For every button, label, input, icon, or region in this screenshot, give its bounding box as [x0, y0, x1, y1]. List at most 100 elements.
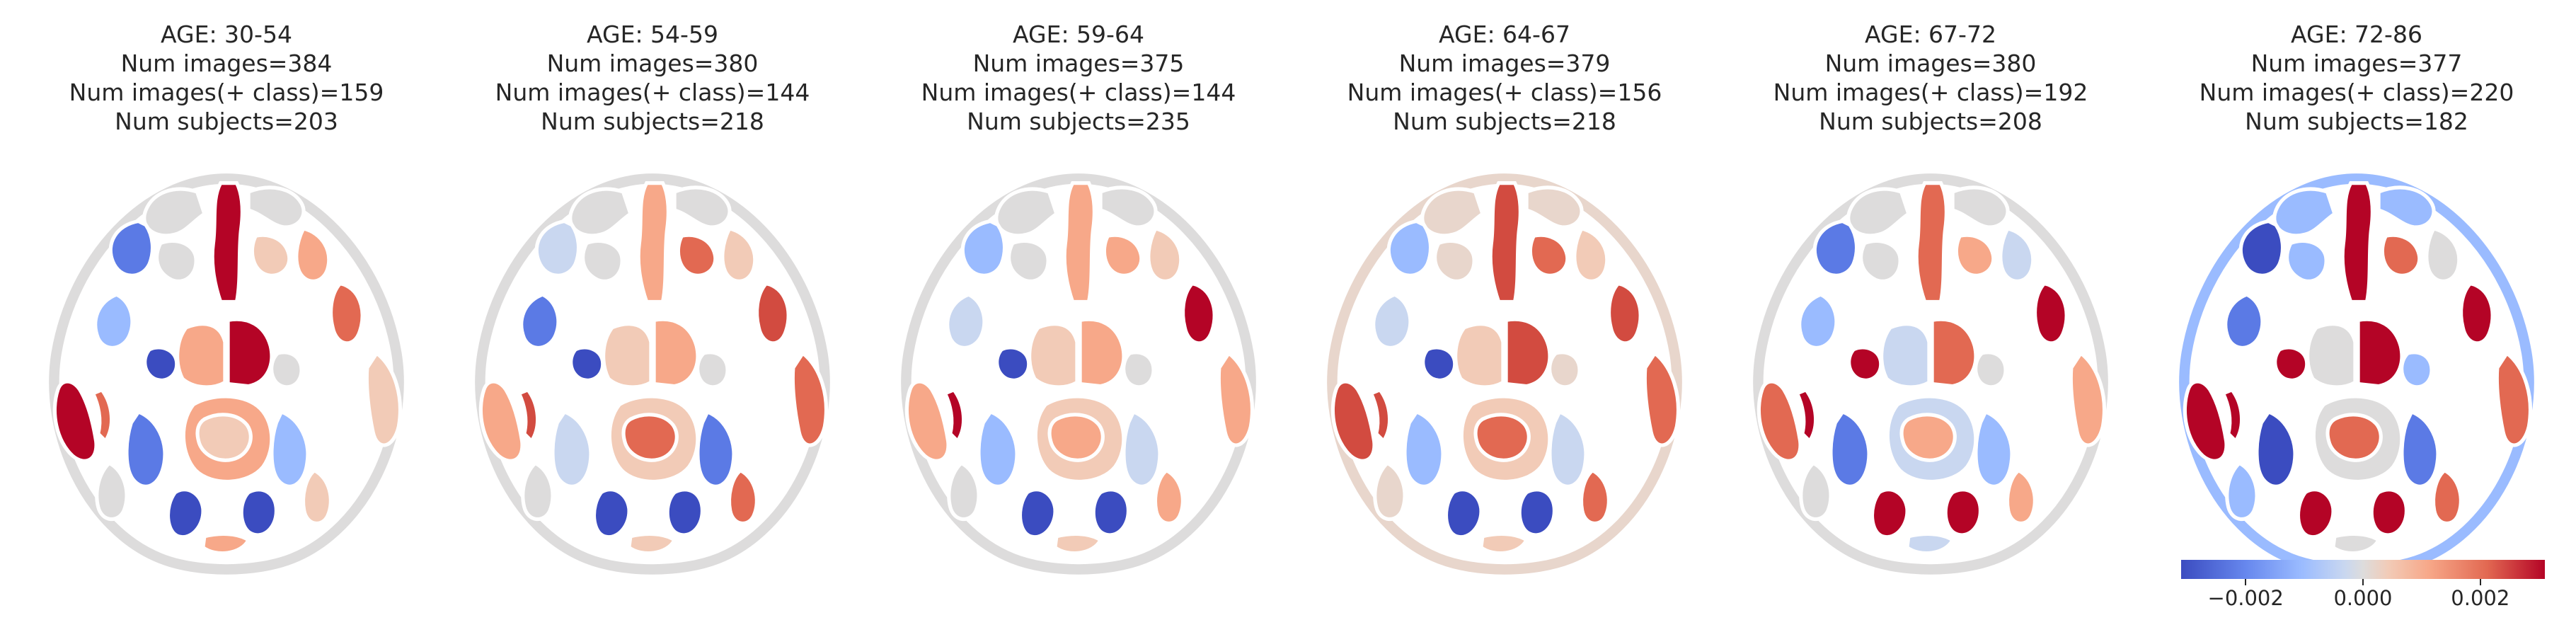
- brain-region: [621, 413, 679, 462]
- brain-region: [665, 488, 705, 537]
- brain-region: [270, 409, 310, 488]
- brain-region: [1122, 409, 1162, 488]
- brain-region: [1504, 317, 1552, 389]
- brain-region: [1444, 488, 1483, 539]
- brain-region: [2495, 350, 2533, 447]
- brain-region: [2340, 181, 2374, 304]
- brain-region: [945, 292, 987, 350]
- brain-region: [2431, 468, 2463, 525]
- brain-region: [1905, 532, 1955, 556]
- title-num-subjects: Num subjects=203: [115, 108, 338, 135]
- title-num-subjects: Num subjects=218: [541, 108, 764, 135]
- brain-region: [1479, 532, 1529, 556]
- brain-region: [195, 413, 253, 462]
- brain-region: [1847, 345, 1883, 382]
- brain-slice-map: [901, 173, 1256, 575]
- brain-region: [1028, 322, 1079, 389]
- brain-region: [176, 322, 227, 389]
- brain-region: [1798, 292, 1839, 350]
- brain-region: [2459, 281, 2495, 345]
- brain-slice-map: [475, 173, 830, 575]
- title-num-images: Num images=375: [972, 50, 1185, 77]
- title-num-pos-images: Num images(+ class)=156: [1347, 79, 1662, 106]
- brain-region: [2400, 350, 2434, 389]
- brain-region: [696, 409, 736, 488]
- brain-region: [1403, 409, 1445, 488]
- brain-region: [93, 292, 134, 350]
- brain-region: [2221, 387, 2244, 444]
- brain-region: [1999, 226, 2035, 283]
- panel-title: AGE: 59-64 Num images=375 Num images(+ cla…: [866, 20, 1291, 136]
- brain-region: [1899, 413, 1957, 462]
- title-num-images: Num images=380: [546, 50, 759, 77]
- brain-region: [1812, 219, 1859, 277]
- cortex-outline: [475, 173, 830, 575]
- colorbar-tick: [2479, 579, 2481, 585]
- brain-region: [1454, 322, 1505, 389]
- brain-region: [1548, 409, 1588, 488]
- brain-panel: AGE: 54-59 Num images=380 Num images(+ cla…: [440, 0, 865, 580]
- brain-region: [52, 379, 98, 463]
- brain-panel: AGE: 59-64 Num images=375 Num images(+ cla…: [866, 0, 1291, 580]
- title-num-pos-images: Num images(+ class)=144: [921, 79, 1236, 106]
- colorbar-tick-label: −0.002: [2207, 586, 2284, 610]
- brain-region: [201, 532, 251, 556]
- brain-region: [1799, 461, 1833, 521]
- panel-title: AGE: 72-86 Num images=377 Num images(+ cla…: [2144, 20, 2569, 136]
- brain-region: [2369, 488, 2409, 537]
- brain-region: [1433, 239, 1476, 283]
- brain-region: [2376, 185, 2436, 229]
- title-num-pos-images: Num images(+ class)=159: [69, 79, 384, 106]
- brain-region: [2380, 233, 2422, 277]
- brain-region: [519, 292, 560, 350]
- brain-region: [960, 219, 1007, 277]
- brain-region: [1369, 387, 1392, 444]
- cortex-outline: [1753, 173, 2108, 575]
- brain-region: [2356, 317, 2404, 389]
- brain-region: [1795, 387, 1818, 444]
- colorbar-tick-label: 0.002: [2451, 586, 2510, 610]
- title-age: AGE: 30-54: [161, 21, 292, 48]
- brain-region: [1102, 233, 1144, 277]
- cortex-outline: [1327, 173, 1682, 575]
- brain-region: [1517, 488, 1557, 537]
- brain-region: [676, 233, 718, 277]
- brain-region: [636, 181, 670, 304]
- brain-region: [2238, 219, 2285, 277]
- brain-region: [1062, 181, 1096, 304]
- brain-region: [551, 409, 593, 488]
- title-num-images: Num images=377: [2250, 50, 2463, 77]
- brain-region: [108, 219, 155, 277]
- brain-region: [977, 409, 1019, 488]
- colorbar: [2181, 560, 2545, 579]
- title-num-images: Num images=379: [1398, 50, 1611, 77]
- brain-region: [1870, 488, 1909, 539]
- brain-region: [155, 239, 198, 283]
- brain-region: [1047, 413, 1105, 462]
- brain-region: [2296, 488, 2335, 539]
- brain-region: [1579, 468, 1611, 525]
- brain-region: [1954, 233, 1996, 277]
- brain-region: [1974, 409, 2014, 488]
- brain-region: [1098, 185, 1158, 229]
- brain-slice-map: [49, 173, 404, 575]
- title-age: AGE: 59-64: [1013, 21, 1144, 48]
- brain-region: [581, 239, 624, 283]
- brain-region: [1914, 181, 1948, 304]
- brain-region: [790, 350, 829, 447]
- brain-region: [1606, 281, 1643, 345]
- brain-region: [1180, 281, 1217, 345]
- title-num-pos-images: Num images(+ class)=144: [495, 79, 810, 106]
- brain-slice-map: [1327, 173, 1682, 575]
- brain-region: [2273, 345, 2309, 382]
- brain-region: [2325, 413, 2383, 462]
- brain-region: [95, 461, 129, 521]
- brain-region: [125, 409, 167, 488]
- brain-region: [904, 379, 950, 463]
- brain-region: [602, 322, 653, 389]
- brain-region: [720, 226, 757, 283]
- brain-region: [1122, 350, 1156, 389]
- brain-region: [166, 488, 205, 539]
- brain-region: [1572, 226, 1609, 283]
- brain-region: [1421, 345, 1457, 382]
